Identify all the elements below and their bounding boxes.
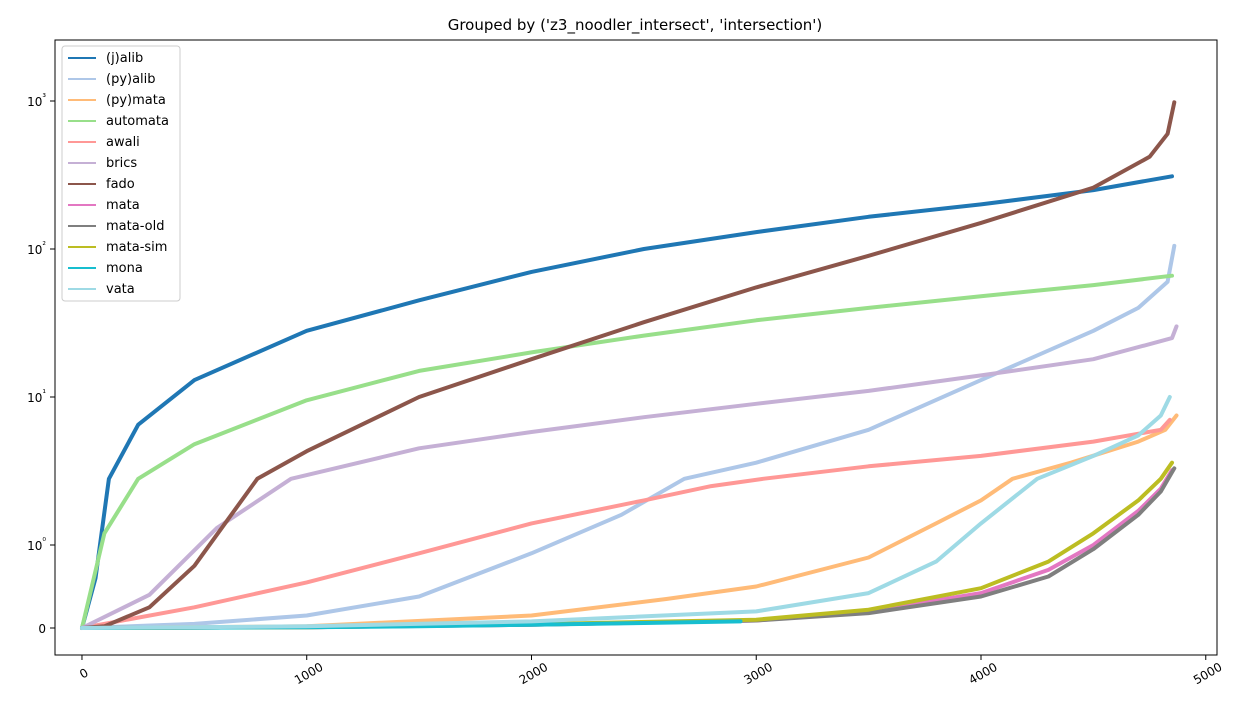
y-tick-label: 0	[38, 622, 46, 636]
legend-label-6: fado	[106, 177, 135, 192]
legend-label-2: (py)mata	[106, 93, 166, 108]
series-layer	[80, 100, 1179, 630]
y-tick-label: 10⁰	[27, 537, 46, 553]
legend: (j)alib (py)alib (py)mata automata awali bric…	[61, 45, 181, 302]
chart-title: Grouped by ('z3_noodler_intersect', 'int…	[448, 16, 823, 35]
series-line-1	[80, 243, 1177, 630]
legend-label-5: brics	[106, 156, 137, 171]
y-tick-label: 10²	[27, 241, 46, 257]
legend-label-10: mona	[106, 261, 143, 276]
series-line-3	[80, 273, 1174, 630]
legend-label-11: vata	[106, 282, 135, 297]
series-line-11	[80, 395, 1172, 630]
series-line-0	[80, 174, 1174, 630]
plot-frame	[54, 39, 1218, 656]
series-line-4	[80, 417, 1172, 630]
legend-label-8: mata-old	[106, 219, 164, 234]
legend-box	[61, 45, 181, 302]
series-line-2	[80, 413, 1179, 630]
legend-label-1: (py)alib	[106, 72, 156, 87]
legend-label-3: automata	[106, 114, 169, 129]
legend-label-4: awali	[106, 135, 140, 150]
series-line-6	[80, 100, 1177, 630]
legend-label-0: (j)alib	[106, 51, 143, 66]
y-tick-label: 10³	[27, 93, 46, 109]
y-tick-label: 10¹	[27, 389, 46, 405]
legend-label-7: mata	[106, 198, 140, 213]
legend-label-9: mata-sim	[106, 240, 167, 255]
series-line-5	[80, 324, 1179, 630]
